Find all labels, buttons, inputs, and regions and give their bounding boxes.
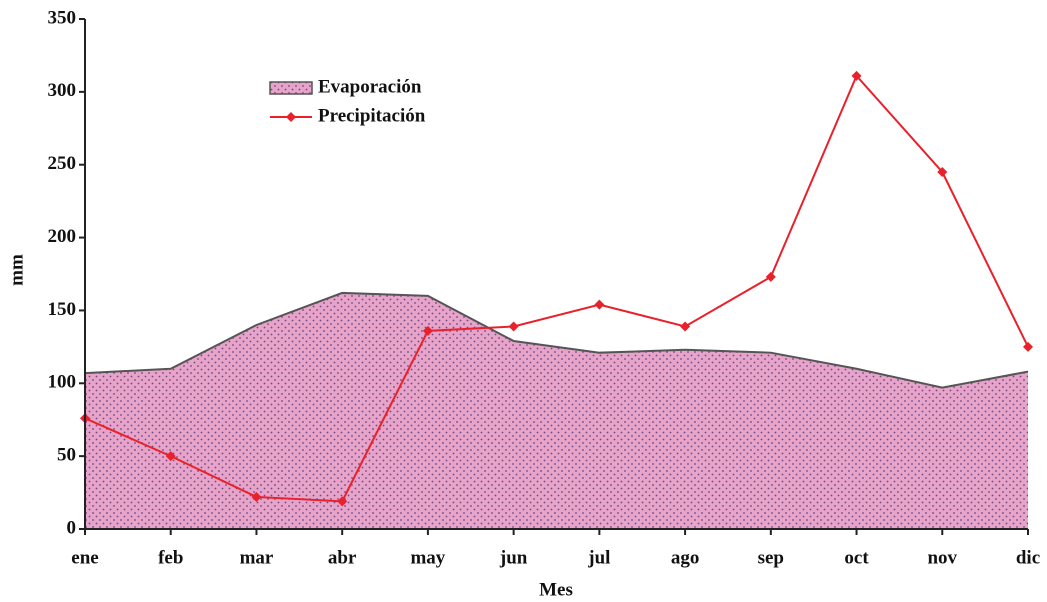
precipitation-marker bbox=[851, 70, 862, 81]
x-tick-label: feb bbox=[158, 547, 183, 568]
x-tick-label: nov bbox=[927, 547, 957, 568]
precipitation-marker bbox=[422, 325, 433, 336]
y-axis-title: mm bbox=[6, 254, 27, 286]
legend-label: Precipitación bbox=[318, 105, 426, 126]
legend-marker bbox=[286, 112, 296, 122]
x-axis-title: Mes bbox=[539, 579, 573, 600]
y-tick-label: 350 bbox=[48, 7, 77, 28]
y-tick-label: 200 bbox=[48, 226, 77, 247]
y-tick-label: 50 bbox=[57, 445, 76, 466]
x-tick-label: jun bbox=[499, 547, 528, 568]
precipitation-line bbox=[84, 73, 1029, 503]
x-tick-label: ene bbox=[71, 547, 98, 568]
precipitation-marker bbox=[1023, 341, 1033, 352]
evaporation-area bbox=[85, 292, 1028, 529]
legend-swatch bbox=[269, 81, 313, 95]
x-tick-label: sep bbox=[758, 547, 784, 568]
legend-label: Evaporación bbox=[318, 76, 422, 97]
x-tick-label: jul bbox=[587, 547, 610, 568]
precipitation-marker bbox=[680, 321, 691, 332]
y-tick-label: 100 bbox=[48, 372, 77, 393]
x-tick-label: mar bbox=[240, 547, 274, 568]
precipitation-marker bbox=[508, 321, 519, 332]
y-tick-label: 300 bbox=[48, 80, 77, 101]
precipitation-marker bbox=[165, 451, 176, 462]
x-tick-label: may bbox=[410, 547, 445, 568]
precipitation-marker bbox=[765, 271, 776, 282]
precipitation-marker bbox=[937, 167, 948, 177]
precipitation-marker bbox=[337, 496, 348, 507]
precipitation-marker bbox=[251, 491, 262, 502]
x-tick-label: oct bbox=[844, 547, 869, 568]
x-tick-label: ago bbox=[671, 547, 700, 568]
y-tick-label: 250 bbox=[48, 153, 77, 174]
y-tick-label: 0 bbox=[67, 517, 77, 538]
x-tick-label: dic bbox=[1016, 547, 1040, 568]
y-tick-label: 150 bbox=[48, 299, 77, 320]
evaporation-outline bbox=[84, 291, 1029, 389]
x-tick-label: abr bbox=[328, 547, 357, 568]
precipitation-marker bbox=[594, 299, 605, 310]
